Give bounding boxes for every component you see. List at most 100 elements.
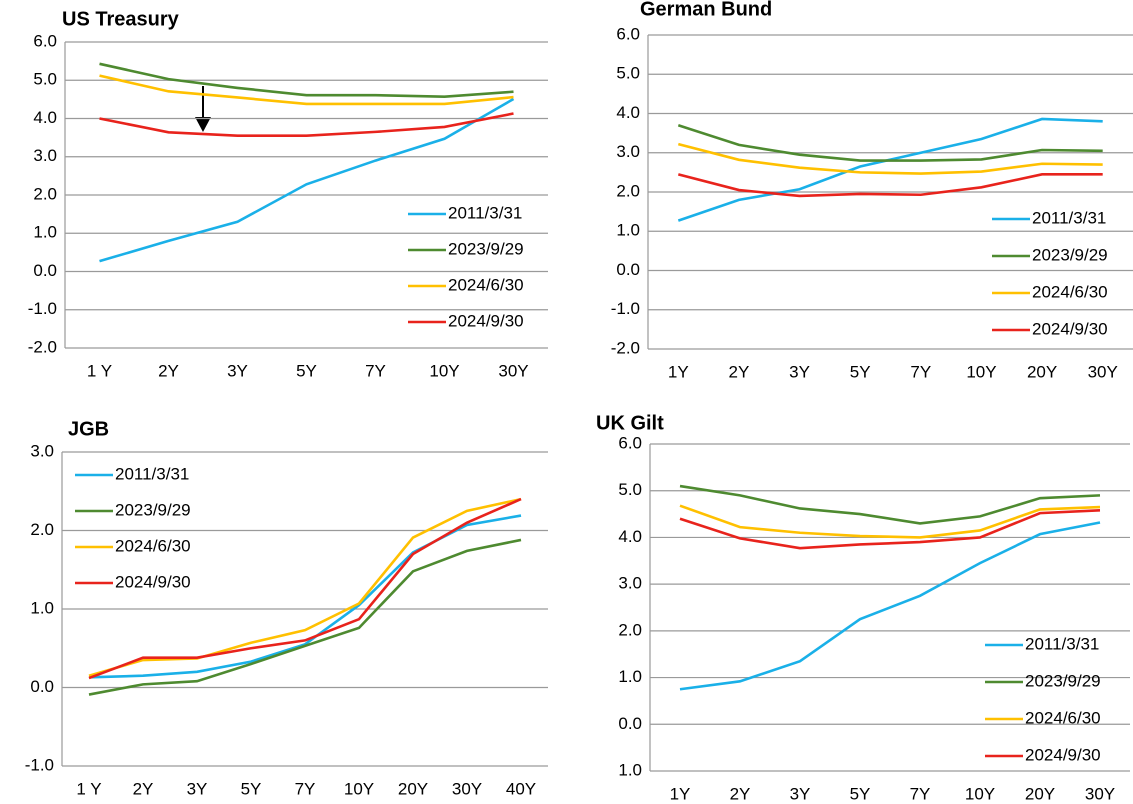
y-tick-label: -2.0: [611, 338, 640, 357]
chart-title: US Treasury: [62, 8, 180, 30]
y-tick-label: -1.0: [25, 755, 54, 774]
series-line: [677, 124, 1103, 162]
chart-title: UK Gilt: [596, 412, 664, 434]
x-tick-label: 2Y: [133, 779, 154, 798]
x-tick-label: 7Y: [910, 784, 931, 803]
x-tick-label: 7Y: [365, 361, 386, 380]
y-tick-label: 6.0: [33, 31, 57, 50]
y-tick-label: 3.0: [618, 574, 642, 593]
x-tick-label: 5Y: [850, 362, 871, 381]
legend-label: 2024/9/30: [448, 311, 524, 330]
y-tick-label: 4.0: [616, 103, 640, 122]
x-tick-label: 30Y: [452, 779, 482, 798]
legend-label: 2023/9/29: [1025, 671, 1101, 690]
y-tick-label: 3.0: [30, 441, 54, 460]
series-line: [677, 173, 1103, 198]
y-tick-label: 4.0: [33, 108, 57, 127]
x-tick-label: 2Y: [729, 362, 750, 381]
legend-label: 2023/9/29: [1032, 245, 1108, 264]
series-line: [677, 117, 1103, 222]
series-line: [88, 497, 522, 680]
x-tick-label: 1 Y: [76, 779, 101, 798]
x-tick-label: 2Y: [730, 784, 751, 803]
x-tick-label: 20Y: [1025, 784, 1055, 803]
y-tick-label: 2.0: [618, 620, 642, 639]
y-tick-label: 6.0: [618, 433, 642, 452]
x-tick-label: 3Y: [187, 779, 208, 798]
x-tick-label: 5Y: [241, 779, 262, 798]
legend-label: 2011/3/31: [448, 203, 522, 222]
legend-label: 2024/9/30: [1032, 319, 1108, 338]
y-tick-label: 1.0: [30, 598, 54, 617]
x-tick-label: 3Y: [227, 361, 248, 380]
legend-label: 2024/6/30: [1032, 282, 1108, 301]
y-tick-label: 1.0: [33, 223, 57, 242]
x-tick-label: 40Y: [506, 779, 536, 798]
y-tick-label: 1.0: [616, 221, 640, 240]
y-tick-label: 2.0: [33, 184, 57, 203]
y-tick-label: 6.0: [616, 24, 640, 43]
legend-label: 2024/9/30: [115, 572, 191, 591]
series-line: [99, 112, 514, 138]
y-tick-label: 1.0: [618, 667, 642, 686]
x-tick-label: 1 Y: [87, 361, 112, 380]
y-tick-label: -1.0: [611, 299, 640, 318]
series-line: [88, 497, 522, 677]
y-tick-label: 5.0: [618, 480, 642, 499]
legend-label: 2011/3/31: [115, 464, 189, 483]
legend-label: 2024/6/30: [1025, 708, 1101, 727]
legend-label: 2011/3/31: [1032, 208, 1106, 227]
y-tick-label: 5.0: [33, 70, 57, 89]
x-tick-label: 1Y: [668, 362, 689, 381]
x-tick-label: 20Y: [398, 779, 428, 798]
legend-label: 2024/9/30: [1025, 745, 1101, 764]
series-line: [99, 97, 515, 263]
y-tick-label: 0.0: [616, 260, 640, 279]
y-tick-label: 0.0: [33, 261, 57, 280]
y-tick-label: 0.0: [618, 714, 642, 733]
x-tick-label: 10Y: [429, 361, 459, 380]
series-line: [88, 538, 522, 696]
chart-title: JGB: [68, 418, 109, 440]
series-line: [99, 62, 514, 98]
x-tick-label: 20Y: [1027, 362, 1057, 381]
series-line: [679, 484, 1101, 525]
x-tick-label: 1Y: [670, 784, 691, 803]
y-tick-label: -2.0: [28, 337, 57, 356]
legend-label: 2024/6/30: [115, 536, 191, 555]
x-tick-label: 10Y: [966, 362, 996, 381]
y-tick-label: 5.0: [616, 64, 640, 83]
legend-label: 2023/9/29: [115, 500, 191, 519]
y-tick-label: 3.0: [33, 146, 57, 165]
legend-label: 2023/9/29: [448, 239, 524, 258]
x-tick-label: 2Y: [158, 361, 179, 380]
x-tick-label: 5Y: [296, 361, 317, 380]
x-tick-label: 30Y: [498, 361, 528, 380]
x-tick-label: 10Y: [344, 779, 374, 798]
legend-label: 2011/3/31: [1025, 634, 1099, 653]
y-tick-label: 3.0: [616, 142, 640, 161]
legend-label: 2024/6/30: [448, 275, 524, 294]
panel: US Treasury 6.0 5.0 4.0 3.0 2.0 1.0 0.0 -1.0 -2.0…: [28, 8, 548, 380]
x-tick-label: 3Y: [790, 784, 811, 803]
x-tick-label: 10Y: [965, 784, 995, 803]
x-tick-label: 3Y: [789, 362, 810, 381]
y-tick-label: 0.0: [30, 677, 54, 696]
x-tick-label: 30Y: [1088, 362, 1118, 381]
annotation-arrow: [195, 86, 211, 132]
chart-title: German Bund: [640, 0, 772, 20]
y-tick-label: 4.0: [618, 527, 642, 546]
x-tick-label: 5Y: [850, 784, 871, 803]
y-tick-label: -1.0: [28, 299, 57, 318]
series-line: [679, 504, 1101, 539]
series-line: [677, 142, 1103, 175]
y-tick-label: 2.0: [616, 181, 640, 200]
panel: JGB 3.0 2.0 1.0 0.0 -1.0 1 Y 2Y 3Y 5Y 7Y 10Y 20Y 30Y 4…: [25, 418, 548, 798]
series-line: [679, 521, 1101, 691]
y-tick-label: 1.0: [618, 760, 642, 779]
y-tick-label: 2.0: [30, 520, 54, 539]
series-line: [99, 74, 514, 106]
